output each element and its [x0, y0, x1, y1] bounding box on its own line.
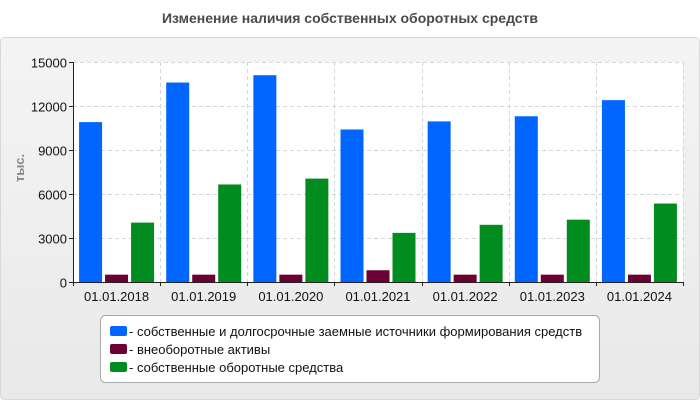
bar-3-3 [305, 178, 329, 282]
bar-1-3 [253, 75, 277, 282]
y-tick-label: 15000 [31, 56, 67, 71]
bar-2-7 [627, 274, 651, 282]
x-tick-label: 01.01.2018 [84, 289, 149, 304]
bar-1-7 [601, 100, 625, 282]
y-axis-label: тыс. [12, 154, 27, 182]
legend-label: - собственные и долгосрочные заемные ист… [129, 324, 582, 339]
y-tick-label: 6000 [38, 188, 67, 203]
bar-2-5 [453, 274, 477, 282]
bar-1-5 [427, 121, 451, 283]
legend-swatch [110, 362, 127, 372]
bar-3-1 [131, 222, 155, 282]
bar-2-1 [105, 274, 129, 282]
bar-1-6 [514, 116, 538, 283]
legend-swatch [110, 344, 127, 354]
bar-2-2 [192, 274, 216, 282]
plot-area [73, 62, 683, 282]
y-tick-label: 3000 [38, 232, 67, 247]
x-tick-label: 01.01.2020 [258, 289, 323, 304]
bar-3-2 [218, 184, 242, 282]
x-tick-label: 01.01.2023 [520, 289, 585, 304]
bar-3-6 [566, 219, 590, 282]
y-tick-label: 12000 [31, 100, 67, 115]
bar-3-4 [392, 232, 416, 282]
bar-2-3 [279, 274, 303, 282]
bar-1-4 [340, 129, 364, 282]
x-tick-label: 01.01.2024 [607, 289, 672, 304]
bars [79, 75, 677, 283]
legend-label: - внеоборотные активы [129, 342, 270, 357]
axes: 0 3000 6000 9000 12000 15000 01.01.2018 01.01.2… [31, 56, 684, 304]
x-tick-label: 01.01.2022 [433, 289, 498, 304]
bar-3-7 [653, 203, 677, 282]
bar-1-1 [79, 122, 103, 282]
chart-title: Изменение наличия собственных оборотных … [161, 10, 539, 26]
x-tick-label: 01.01.2019 [171, 289, 236, 304]
bar-2-4 [366, 270, 390, 282]
legend-label: - собственные оборотные средства [129, 360, 344, 375]
x-tick-label: 01.01.2021 [345, 289, 410, 304]
bar-1-2 [166, 82, 190, 283]
y-tick-label: 9000 [38, 144, 67, 159]
legend: - собственные и долгосрочные заемные ист… [100, 315, 600, 383]
bar-3-5 [479, 224, 503, 282]
bar-2-6 [540, 274, 564, 282]
legend-swatch [110, 326, 127, 336]
legend-box [100, 315, 600, 383]
y-tick-label: 0 [60, 276, 67, 291]
